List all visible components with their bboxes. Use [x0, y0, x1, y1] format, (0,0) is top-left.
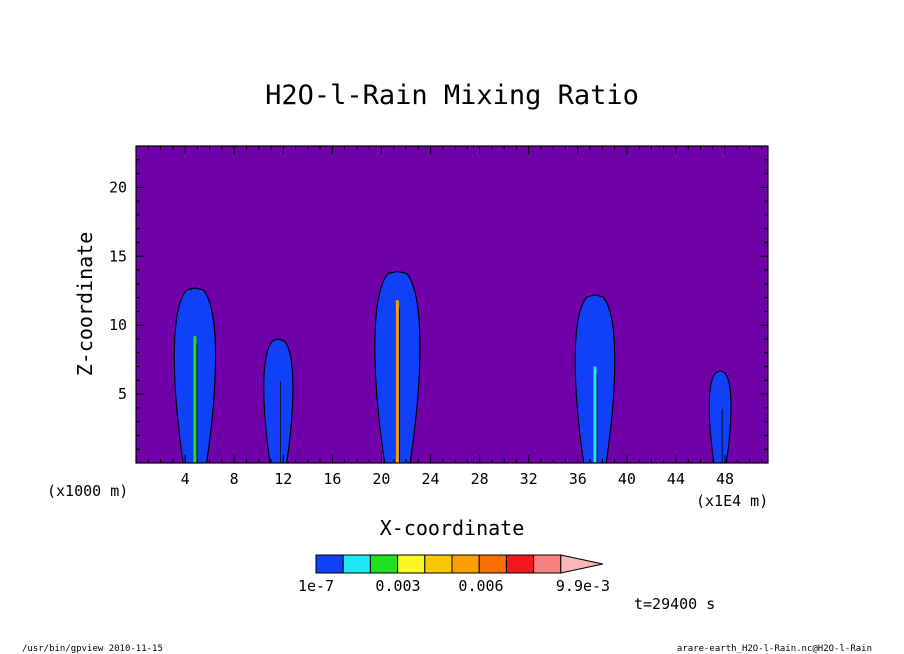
x-tick-label: 40: [618, 470, 636, 488]
colorbar-cell: [451, 554, 480, 574]
x-axis-title: X-coordinate: [380, 516, 525, 540]
colorbar-label: 9.9e-3: [556, 577, 610, 595]
colorbar-cell: [505, 554, 535, 574]
colorbar-cell: [397, 554, 426, 574]
colorbar-cell: [533, 554, 562, 574]
colorbar-label: 1e-7: [298, 577, 334, 595]
x-tick-label: 48: [716, 470, 734, 488]
x-tick-label: 12: [274, 470, 292, 488]
x-tick-labels: 4 8 12 16 20 24 28 32 36 40 44 48: [181, 470, 735, 488]
ticks-layer: [136, 146, 768, 463]
x-tick-label: 44: [667, 470, 685, 488]
colorbar-label: 0.003: [375, 577, 420, 595]
colorbar-extend-arrow: [560, 554, 603, 574]
colorbar-labels: 1e-7 0.003 0.006 9.9e-3: [298, 577, 610, 595]
y-tick-label: 15: [109, 247, 127, 265]
y-tick-label: 10: [109, 316, 127, 334]
colorbar-cell: [424, 554, 453, 574]
x-tick-label: 36: [569, 470, 587, 488]
y-axis-title: Z-coordinate: [73, 232, 97, 377]
x-tick-label: 32: [520, 470, 538, 488]
footer-right: arare-earth_H2O-l-Rain.nc@H2O-l-Rain: [677, 644, 872, 654]
plot-area: [135, 145, 769, 464]
x-tick-label: 20: [372, 470, 390, 488]
chart-title: H2O-l-Rain Mixing Ratio: [265, 80, 639, 111]
y-tick-label: 20: [109, 178, 127, 196]
x-tick-label: 4: [181, 470, 190, 488]
x-tick-label: 16: [323, 470, 341, 488]
colorbar-cell: [315, 554, 344, 574]
colorbar-cell: [478, 554, 507, 574]
plot-frame: [135, 145, 769, 464]
time-label: t=29400 s: [634, 595, 715, 613]
colorbar-label: 0.006: [458, 577, 503, 595]
colorbar-cell: [369, 554, 399, 574]
plot-background: [136, 146, 768, 463]
colorbar: [315, 554, 603, 574]
plumes-layer: [173, 270, 732, 464]
x-tick-label: 8: [230, 470, 239, 488]
x-unit-right: (x1E4 m): [696, 492, 768, 510]
y-tick-label: 5: [118, 385, 127, 403]
y-tick-labels: 5 10 15 20: [109, 178, 127, 403]
x-unit-left: (x1000 m): [47, 482, 128, 500]
x-tick-label: 24: [421, 470, 439, 488]
footer-left: /usr/bin/gpview 2010-11-15: [22, 644, 163, 654]
x-tick-label: 28: [471, 470, 489, 488]
colorbar-cell: [342, 554, 371, 574]
